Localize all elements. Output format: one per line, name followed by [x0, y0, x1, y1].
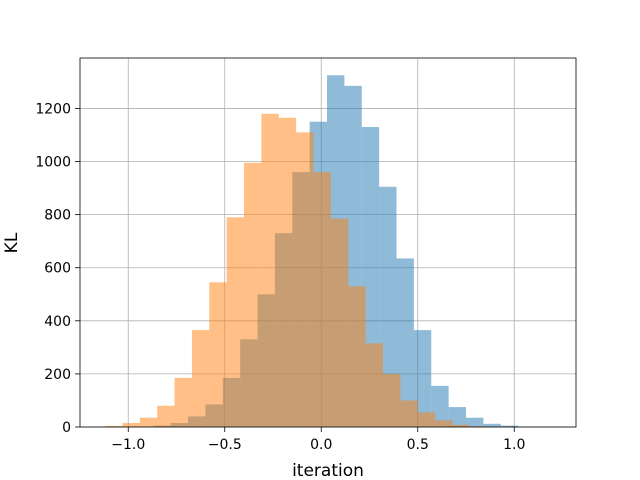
histogram-bar [157, 405, 175, 427]
x-axis-label: iteration [292, 461, 364, 480]
axes-frame [79, 57, 577, 428]
histogram-bar [174, 377, 192, 427]
histogram-bar [139, 417, 158, 427]
histogram-bar [435, 420, 453, 427]
y-tick-label: 400 [44, 314, 71, 330]
histogram-bar [330, 218, 349, 427]
histogram-series-2 [105, 113, 488, 427]
y-tick-label: 1200 [35, 101, 71, 117]
histogram-bar [226, 217, 245, 427]
histogram-bar [278, 117, 297, 427]
histogram-bar [261, 113, 279, 427]
y-tick-label: 600 [44, 261, 71, 277]
x-tick-label: 0.0 [310, 437, 332, 453]
histogram-bar [296, 132, 314, 427]
plot-area [79, 57, 577, 428]
histogram-bar [483, 423, 501, 427]
histogram-bar [500, 425, 519, 427]
histogram-bar [417, 412, 436, 427]
x-tick-label: 1.0 [503, 437, 525, 453]
histogram-bar [191, 330, 210, 427]
histogram-bar [431, 385, 449, 427]
histogram-bar [209, 282, 227, 427]
histogram-bar [400, 400, 418, 427]
histogram-bar [379, 186, 397, 427]
histogram-bar [313, 172, 331, 427]
histogram-bar [383, 373, 401, 427]
histogram-bar [122, 423, 140, 427]
histogram-bar [452, 424, 470, 427]
y-tick-label: 200 [44, 367, 71, 383]
x-axis: −1.0 −0.5 0.0 0.5 1.0 [111, 427, 525, 453]
histogram-bar [365, 343, 384, 427]
histogram-bar [465, 417, 484, 427]
y-axis: 0 200 400 600 800 1000 1200 [35, 101, 80, 436]
y-tick-label: 1000 [35, 155, 71, 171]
x-tick-label: 0.5 [407, 437, 429, 453]
y-tick-label: 800 [44, 208, 71, 224]
histogram-bar [244, 162, 262, 427]
x-tick-label: −1.0 [111, 437, 145, 453]
histogram-bar [348, 286, 366, 427]
histogram-bar [105, 425, 123, 427]
y-axis-label: KL [2, 232, 22, 253]
histogram-bar [396, 258, 414, 427]
histogram-bar [448, 407, 466, 427]
y-tick-label: 0 [62, 420, 71, 436]
histogram-bar [413, 330, 432, 427]
x-tick-label: −0.5 [208, 437, 242, 453]
